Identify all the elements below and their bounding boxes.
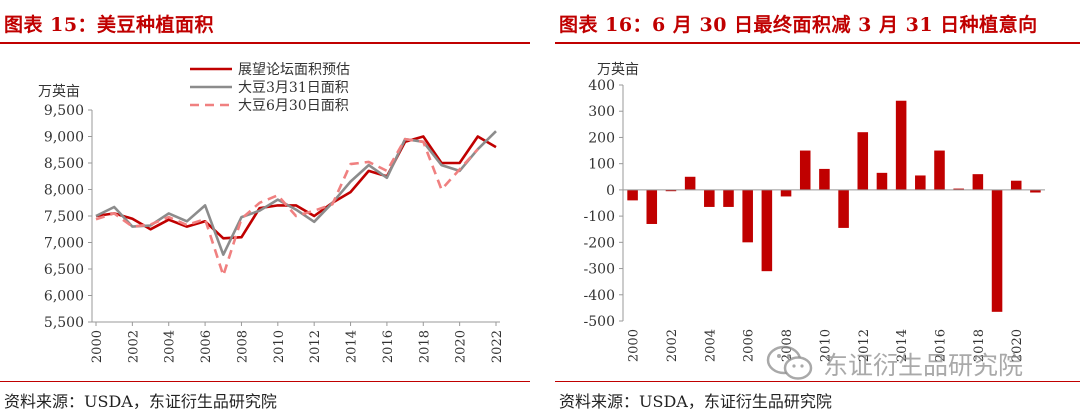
x-tick-label: 2000 [627,329,642,362]
bar-2018 [972,174,984,190]
x-tick-label: 2022 [490,330,505,363]
series-line-2 [95,130,497,256]
x-tick-label: 2004 [703,329,718,362]
bar-2013 [876,172,888,190]
x-tick-label: 2018 [417,330,432,363]
wechat-watermark: 东证衍生品研究院 [760,340,1060,384]
bar-2000 [627,189,638,201]
x-tick-label: 2012 [857,329,872,362]
bar-2004 [704,189,715,207]
x-tick-label: 2014 [895,329,910,362]
y-tick-label: 9,000 [44,130,84,146]
series-line-1 [95,135,497,240]
bar-2014 [895,100,907,190]
y-tick-label: 6,500 [44,262,84,278]
figure-16-source: 资料来源：USDA，东证衍生品研究院 [559,392,832,411]
y-axis-unit-label: 万英亩 [597,61,639,78]
bar-2012 [857,132,869,190]
x-tick-label: 2012 [308,330,323,363]
bar-2002 [665,189,677,192]
soybean-acreage-line-chart: 5,500 6,000 6,500 7,000 7,500 8,000 8,500 9,000… [38,62,505,363]
acreage-change-panel: 图表 16：6 月 30 日最终面积减 3 月 31 日种植意向 -500 -40… [555,0,1080,415]
title-rule [0,42,530,44]
bar-2016 [934,150,945,190]
x-tick-label: 2016 [381,330,396,363]
bar-2019 [991,189,1003,312]
y-tick-label: 8,500 [44,156,84,172]
bar-2021 [1030,189,1041,193]
y-tick-label: 7,000 [44,236,84,252]
series-line-3 [95,137,479,277]
y-tick-label: 9,500 [44,103,84,119]
bar-2010 [819,168,830,190]
bar-2007 [761,189,773,272]
x-tick-label: 2006 [199,330,214,363]
x-tick-label: 2000 [90,330,105,363]
y-tick-label: 200 [588,130,615,146]
figure-15-source: 资料来源：USDA，东证衍生品研究院 [4,392,277,411]
y-tick-label: 6,000 [44,289,84,305]
bar-2005 [723,189,734,207]
y-tick-label: -400 [584,288,615,304]
y-tick-label: 100 [588,157,615,173]
x-tick-label: 2004 [163,330,178,363]
y-tick-label: 300 [588,104,615,120]
bar-2006 [742,189,753,243]
x-tick-label: 2002 [126,330,141,363]
y-axis-unit-label: 万英亩 [38,83,80,100]
x-tick-label: 2016 [934,329,949,362]
x-tick-label: 2020 [454,330,469,363]
bar-2017 [953,188,964,190]
title-rule [555,42,1080,44]
watermark-text: 东证衍生品研究院 [823,351,1024,380]
legend-label-1: 展望论坛面积预估 [238,62,350,78]
source-rule [0,381,530,382]
legend-label-2: 大豆3月31日面积 [238,80,349,96]
x-tick-label: 2010 [272,330,287,363]
y-tick-label: 5,500 [44,315,84,331]
bar-2003 [684,176,696,190]
x-tick-label: 2018 [972,329,987,362]
y-tick-label: 0 [606,183,615,199]
y-tick-label: 8,000 [44,183,84,199]
soybean-acreage-panel: 图表 15：美豆种植面积 5,500 6,000 6,500 7,000 7,500 8,… [0,0,530,415]
x-tick-label: 2014 [345,330,360,363]
x-tick-label: 2010 [818,329,833,362]
wechat-logo-icon [766,345,813,380]
bar-2009 [799,150,811,190]
bar-2020 [1010,180,1022,190]
source-rule [555,381,1080,382]
y-tick-label: -100 [584,209,615,225]
y-tick-label: -500 [584,314,615,330]
x-tick-label: 2008 [780,329,795,362]
y-tick-label: -200 [584,235,615,251]
bar-2001 [646,189,658,224]
bar-2015 [915,175,926,190]
y-tick-label: 7,500 [44,209,84,225]
bar-2011 [838,189,849,228]
y-tick-label: 400 [588,78,615,94]
legend-label-3: 大豆6月30日面积 [238,98,349,114]
y-tick-label: -300 [584,262,615,278]
x-tick-label: 2008 [235,330,250,363]
x-tick-label: 2006 [742,329,757,362]
figure-15-title: 图表 15：美豆种植面积 [4,14,215,36]
x-tick-label: 2020 [1010,329,1025,362]
bar-2008 [780,189,792,197]
figure-16-title: 图表 16：6 月 30 日最终面积减 3 月 31 日种植意向 [559,14,1038,36]
x-tick-label: 2002 [665,329,680,362]
